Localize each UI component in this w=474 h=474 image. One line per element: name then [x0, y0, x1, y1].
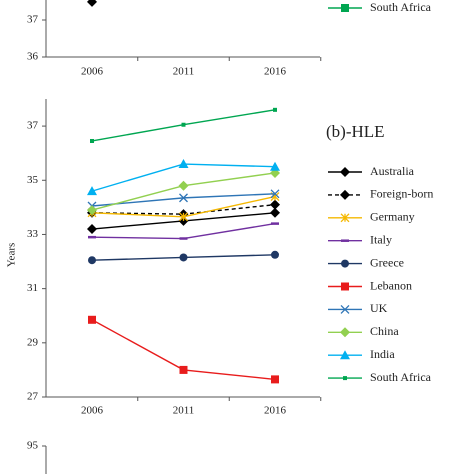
marker: [340, 167, 350, 177]
legend-label: UK: [370, 301, 388, 315]
marker: [341, 4, 349, 12]
square: [181, 122, 186, 127]
y-tick-label: 37: [27, 120, 39, 132]
marker: [179, 193, 188, 203]
marker: [340, 350, 350, 360]
x-tick-label: 2006: [81, 405, 104, 417]
diamond: [178, 180, 189, 191]
marker: [271, 250, 279, 259]
diamond: [340, 167, 350, 177]
diamond: [87, 0, 97, 7]
dot: [179, 253, 188, 262]
star: [179, 212, 188, 222]
marker: [179, 212, 188, 222]
x-tick-label: 2016: [264, 66, 287, 78]
x-tick-label: 2011: [173, 66, 195, 78]
y-tick-label: 36: [27, 51, 39, 63]
diamond: [270, 199, 280, 210]
marker: [87, 186, 97, 196]
marker: [340, 213, 350, 223]
square: [341, 4, 349, 12]
square: [273, 107, 277, 112]
dot: [88, 256, 96, 265]
marker: [178, 215, 189, 226]
y-tick-label: 31: [27, 282, 38, 294]
y-tick-label: 27: [27, 391, 39, 403]
legend-label: Greece: [370, 255, 404, 269]
series-line: [91, 193, 276, 207]
legend-label: China: [370, 324, 399, 338]
dot: [341, 259, 349, 268]
triangle: [270, 161, 280, 171]
square: [343, 376, 347, 381]
x-tick-label: 2006: [81, 66, 104, 78]
marker: [90, 138, 94, 143]
marker: [179, 253, 188, 262]
marker: [87, 205, 97, 216]
y-tick-label: 33: [27, 228, 39, 240]
marker: [341, 259, 349, 268]
x-tick-label: 2011: [173, 405, 195, 417]
marker: [343, 376, 347, 381]
legend-label: Australia: [370, 164, 415, 178]
legend-label: South Africa: [370, 370, 432, 384]
diamond: [270, 207, 280, 218]
legend-label: Germany: [370, 210, 415, 224]
marker: [340, 304, 350, 314]
marker: [271, 375, 279, 384]
series-line: [91, 172, 276, 211]
marker: [341, 282, 349, 291]
square: [341, 282, 349, 291]
marker: [270, 161, 280, 171]
diamond: [340, 327, 350, 338]
marker: [88, 256, 96, 265]
marker: [340, 327, 350, 338]
marker: [178, 180, 189, 191]
diamond: [87, 205, 97, 216]
y-tick-label: 35: [27, 174, 39, 186]
cross: [270, 189, 280, 199]
triangle: [340, 350, 350, 360]
marker: [270, 189, 280, 199]
y-tick-label: 37: [27, 14, 39, 26]
square: [179, 365, 188, 374]
triangle: [87, 186, 97, 196]
marker: [178, 159, 189, 169]
diamond: [340, 189, 350, 200]
marker: [273, 107, 277, 112]
square: [90, 138, 94, 143]
legend-label: Foreign-born: [370, 187, 433, 201]
marker: [181, 122, 186, 127]
triangle: [178, 159, 189, 169]
star: [340, 213, 350, 223]
diamond: [87, 224, 97, 235]
dot: [271, 250, 279, 259]
cross: [340, 304, 350, 314]
panel-title: (b)-HLE: [326, 122, 385, 141]
marker: [270, 199, 280, 210]
y-tick-label: 95: [27, 440, 39, 452]
legend-label: Italy: [370, 232, 392, 246]
legend-label: Lebanon: [370, 278, 412, 292]
y-axis-label: Years: [6, 243, 18, 268]
marker: [88, 315, 96, 324]
marker: [179, 365, 188, 374]
marker: [270, 207, 280, 218]
marker: [340, 189, 350, 200]
x-tick-label: 2016: [264, 405, 287, 417]
legend-label: India: [370, 347, 395, 361]
square: [88, 315, 96, 324]
legend-label: South Africa: [370, 0, 432, 14]
diamond: [178, 215, 189, 226]
marker: [87, 0, 97, 7]
y-tick-label: 29: [27, 336, 39, 348]
marker: [87, 224, 97, 235]
square: [271, 375, 279, 384]
cross: [179, 193, 188, 203]
